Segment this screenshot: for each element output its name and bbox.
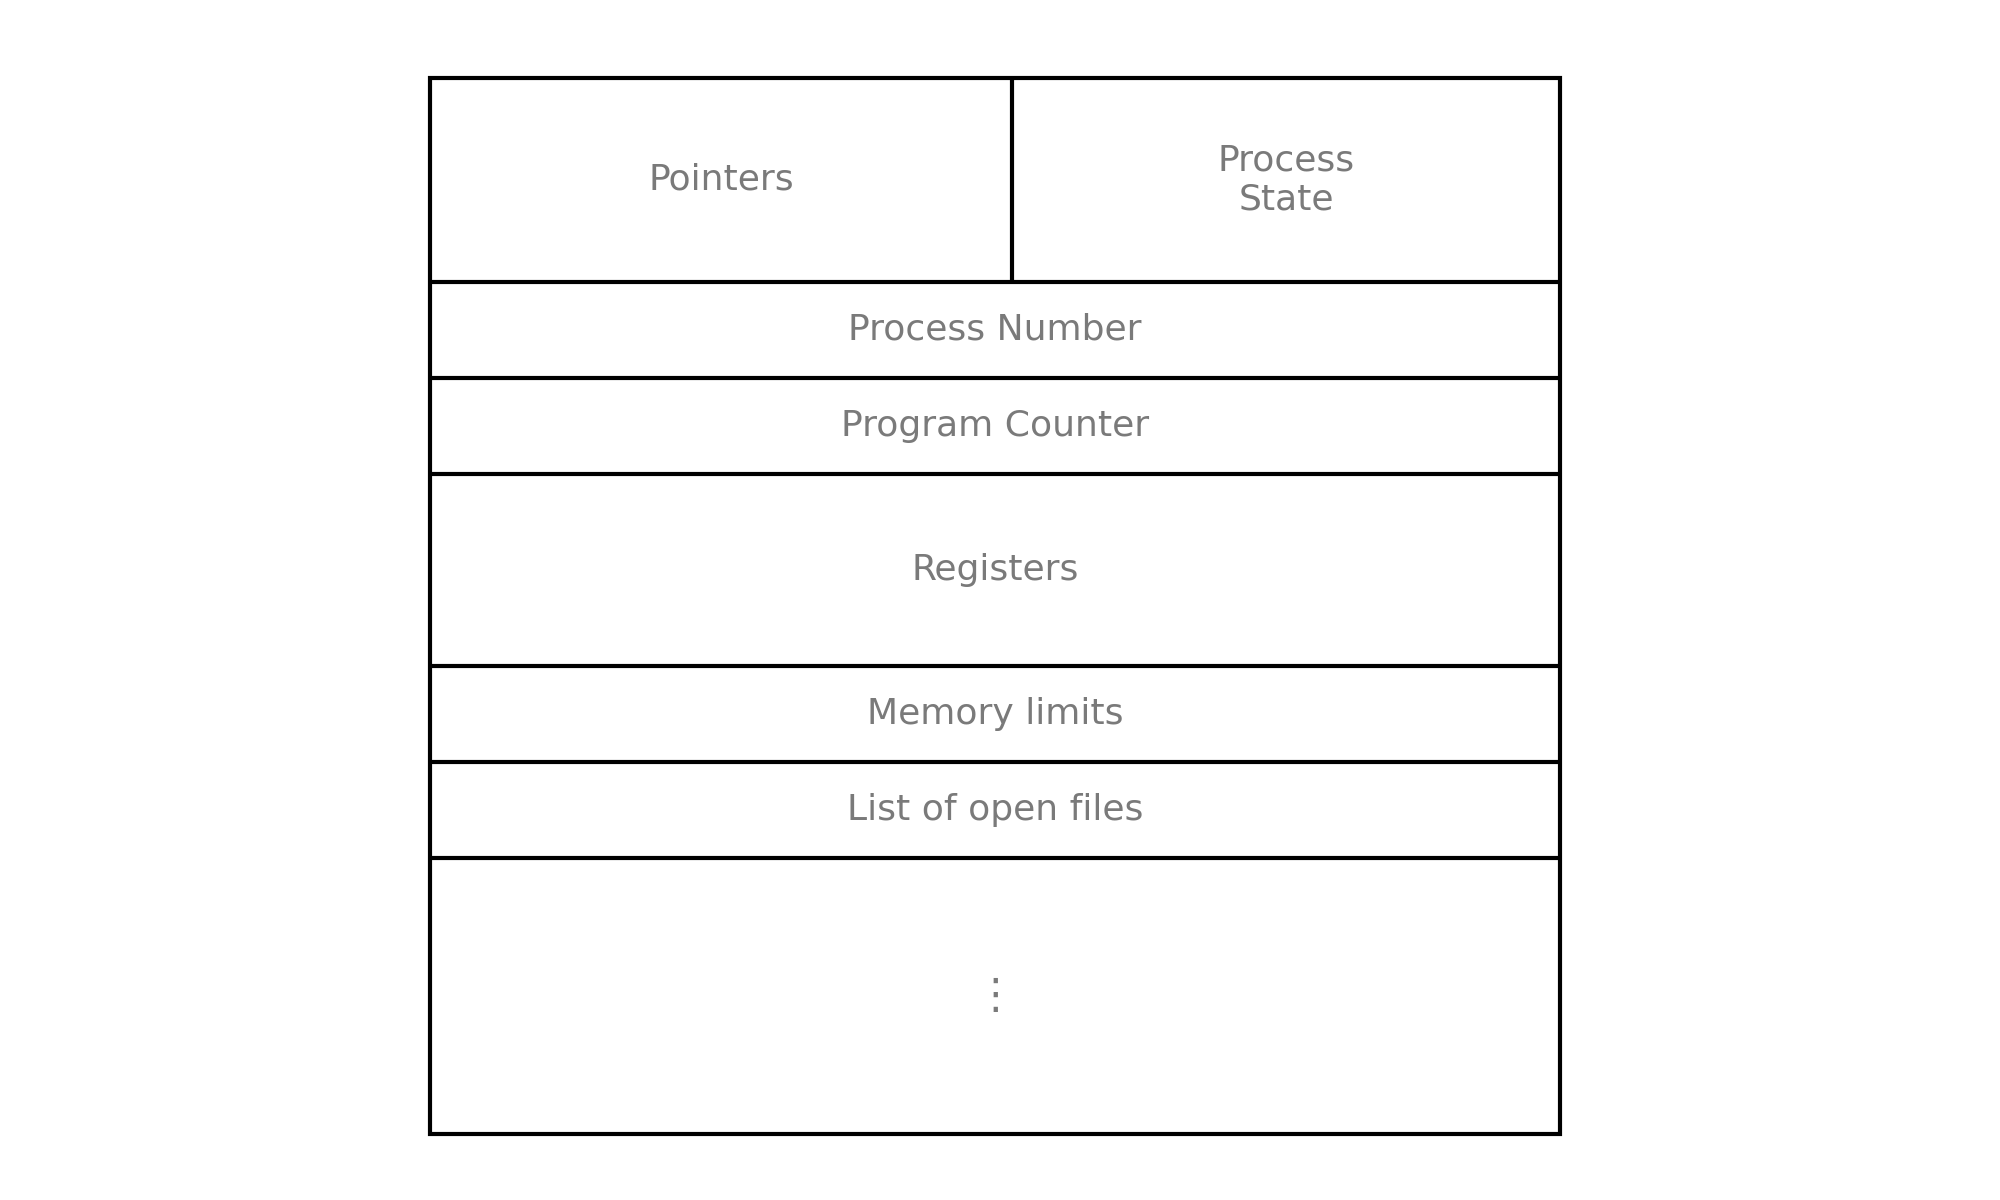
Text: ⋮: ⋮ — [974, 974, 1016, 1016]
Text: Registers: Registers — [912, 553, 1078, 587]
Text: Program Counter: Program Counter — [840, 409, 1150, 443]
Bar — [430, 78, 1560, 1134]
Text: Memory limits: Memory limits — [866, 697, 1124, 731]
Text: List of open files: List of open files — [846, 793, 1144, 827]
Text: Process
State: Process State — [1218, 143, 1354, 217]
Text: Pointers: Pointers — [648, 163, 794, 197]
Text: Process Number: Process Number — [848, 313, 1142, 347]
